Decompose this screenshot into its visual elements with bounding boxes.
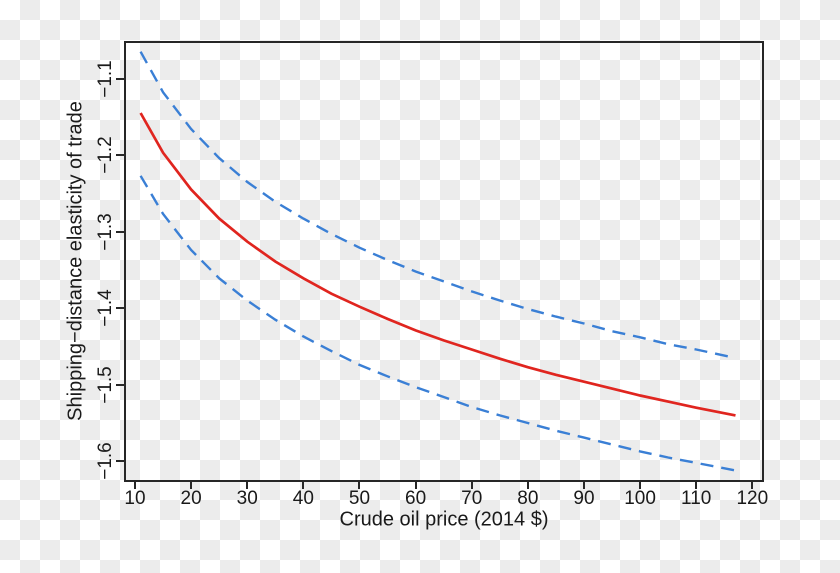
lower-confidence-bound-line — [139, 175, 736, 472]
y-tick-label: −1.3 — [95, 212, 116, 251]
y-tick-label: −1.6 — [95, 442, 116, 481]
x-tick-label: 30 — [236, 488, 258, 509]
x-tick — [582, 482, 585, 489]
x-tick — [133, 482, 136, 489]
plot-frame — [124, 41, 764, 482]
y-tick-label: −1.5 — [95, 366, 116, 404]
x-tick-label: 90 — [573, 488, 595, 509]
x-axis-title: Crude oil price (2014 $) — [339, 508, 549, 531]
x-tick-label: 40 — [292, 488, 314, 509]
x-tick-label: 80 — [517, 488, 539, 509]
y-tick-label: −1.2 — [95, 136, 116, 174]
x-tick-label: 50 — [348, 488, 371, 509]
x-tick — [526, 482, 529, 489]
upper-confidence-bound-line — [139, 51, 736, 360]
plot-area — [124, 41, 764, 482]
x-tick-label: 100 — [624, 488, 656, 509]
x-tick — [639, 482, 642, 489]
y-tick — [116, 77, 124, 80]
y-tick — [116, 460, 124, 463]
x-tick — [358, 482, 361, 489]
x-tick-label: 110 — [681, 488, 712, 509]
y-tick-label: −1.1 — [95, 59, 116, 98]
y-tick — [116, 230, 124, 233]
x-tick-label: 60 — [405, 488, 427, 509]
x-tick-label: 120 — [736, 488, 769, 509]
x-tick — [751, 482, 754, 489]
x-tick — [414, 482, 417, 489]
x-tick — [695, 482, 698, 489]
x-tick-label: 10 — [124, 488, 146, 509]
x-tick-label: 20 — [180, 488, 202, 509]
x-tick — [302, 482, 305, 489]
x-tick — [246, 482, 249, 489]
y-tick — [116, 307, 124, 310]
x-tick-label: 70 — [461, 488, 483, 509]
x-tick — [470, 482, 473, 489]
y-axis-title: Shipping−distance elasticity of trade — [64, 101, 87, 421]
x-tick — [190, 482, 193, 489]
y-tick — [116, 383, 124, 386]
y-tick — [116, 154, 124, 157]
point-estimate-line — [139, 112, 736, 417]
y-tick-label: −1.4 — [95, 289, 116, 327]
